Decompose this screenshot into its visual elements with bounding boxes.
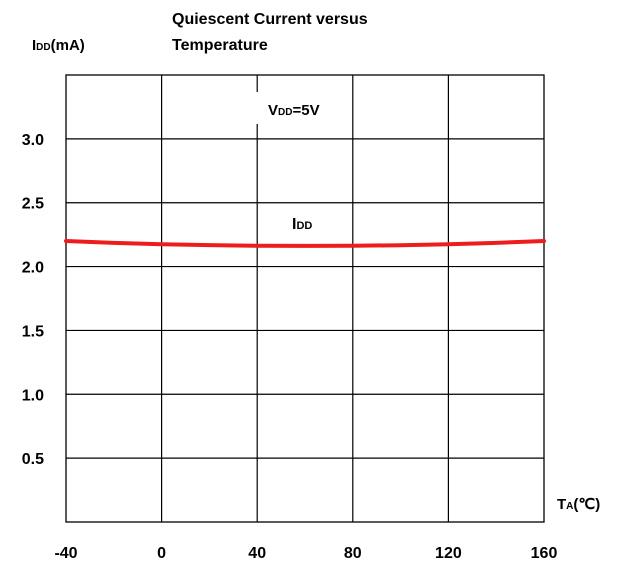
chart-title-line-2: Temperature [172,37,268,54]
series-label-idd: IDD [292,216,312,233]
y-tick-label: 0.5 [22,451,44,468]
series-label-background [278,207,344,237]
y-tick-label: 2.5 [22,196,44,213]
y-tick-label: 1.0 [22,387,44,404]
y-tick-label: 1.5 [22,323,44,340]
y-tick-labels: 0.5 1.0 1.5 2.0 2.5 3.0 [22,132,44,468]
annotation-background [256,92,352,124]
x-tick-label: 40 [248,545,266,562]
series-line-idd [64,239,546,248]
grid-horizontal [66,138,544,459]
x-tick-label: 120 [435,545,462,562]
y-tick-label: 3.0 [22,132,44,149]
x-tick-labels: -40 0 40 80 120 160 [54,545,557,562]
x-tick-label: 160 [531,545,558,562]
x-tick-label: 0 [157,545,166,562]
x-tick-label: 80 [344,545,362,562]
y-axis-label: IDD(mA) [32,37,85,54]
y-tick-label: 2.0 [22,260,44,277]
plot-area-border [65,74,545,523]
chart-title-line-1: Quiescent Current versus [172,11,368,28]
supply-voltage-annotation: VDD=5V [268,102,320,119]
x-axis-label: TA(℃) [557,496,600,513]
x-tick-label: -40 [54,545,77,562]
grid-vertical [161,75,449,522]
